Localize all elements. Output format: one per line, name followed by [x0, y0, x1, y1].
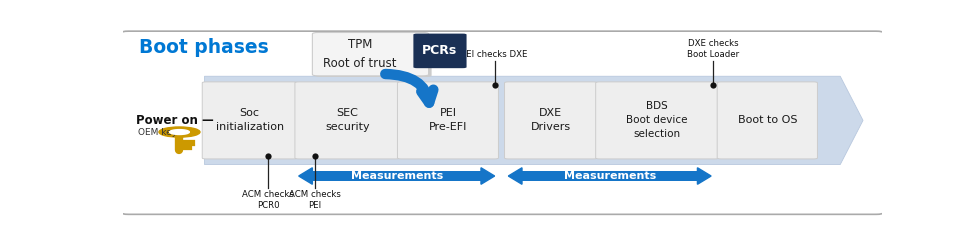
Text: Soc
initialization: Soc initialization [216, 108, 284, 132]
Text: TPM
Root of trust: TPM Root of trust [323, 38, 397, 70]
Polygon shape [509, 168, 522, 184]
Polygon shape [698, 168, 711, 184]
Text: Boot to OS: Boot to OS [738, 115, 797, 125]
FancyBboxPatch shape [414, 34, 466, 68]
Circle shape [159, 127, 200, 137]
Polygon shape [481, 168, 495, 184]
FancyBboxPatch shape [202, 82, 297, 159]
Polygon shape [299, 168, 313, 184]
Polygon shape [205, 76, 863, 164]
FancyBboxPatch shape [316, 34, 431, 77]
Text: DXE checks
Boot Loader: DXE checks Boot Loader [687, 39, 740, 59]
Text: OEM key: OEM key [137, 128, 176, 137]
FancyBboxPatch shape [313, 32, 428, 76]
Text: PCRs: PCRs [422, 44, 458, 57]
FancyBboxPatch shape [313, 172, 481, 181]
Text: PEI
Pre-EFI: PEI Pre-EFI [429, 108, 467, 132]
Text: Measurements: Measurements [351, 171, 443, 181]
FancyBboxPatch shape [717, 82, 817, 159]
Text: BDS
Boot device
selection: BDS Boot device selection [626, 102, 688, 139]
FancyBboxPatch shape [398, 82, 499, 159]
FancyBboxPatch shape [295, 82, 400, 159]
Text: SEC
security: SEC security [325, 108, 369, 132]
FancyBboxPatch shape [522, 172, 698, 181]
Text: Power on —: Power on — [136, 114, 214, 127]
Text: DXE
Drivers: DXE Drivers [531, 108, 571, 132]
FancyBboxPatch shape [596, 82, 718, 159]
Text: PEI checks DXE: PEI checks DXE [462, 50, 528, 59]
Text: ACM checks
PCR0: ACM checks PCR0 [242, 190, 294, 210]
Text: Measurements: Measurements [564, 171, 656, 181]
Text: Boot phases: Boot phases [139, 38, 269, 57]
Text: ACM checks
PEI: ACM checks PEI [289, 190, 341, 210]
FancyBboxPatch shape [505, 82, 597, 159]
FancyBboxPatch shape [121, 31, 884, 214]
Circle shape [170, 130, 189, 134]
